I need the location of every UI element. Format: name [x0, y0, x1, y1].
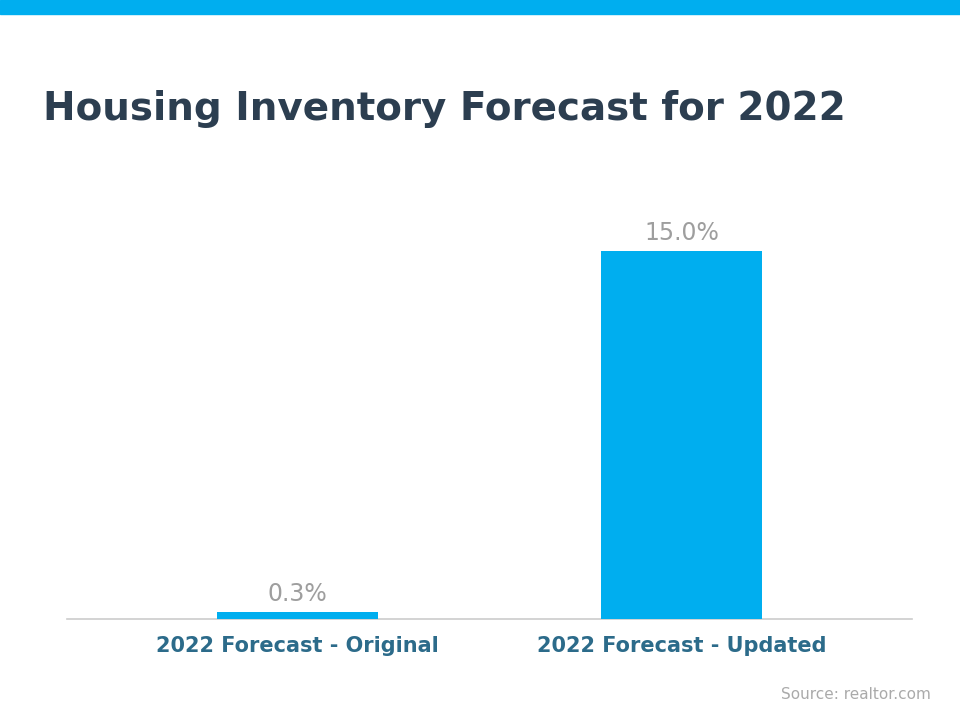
Text: Housing Inventory Forecast for 2022: Housing Inventory Forecast for 2022	[43, 90, 846, 128]
Bar	[601, 251, 762, 619]
Text: 0.3%: 0.3%	[268, 582, 327, 606]
Bar	[217, 612, 378, 619]
Text: 15.0%: 15.0%	[644, 220, 719, 245]
Text: Source: realtor.com: Source: realtor.com	[781, 687, 931, 702]
